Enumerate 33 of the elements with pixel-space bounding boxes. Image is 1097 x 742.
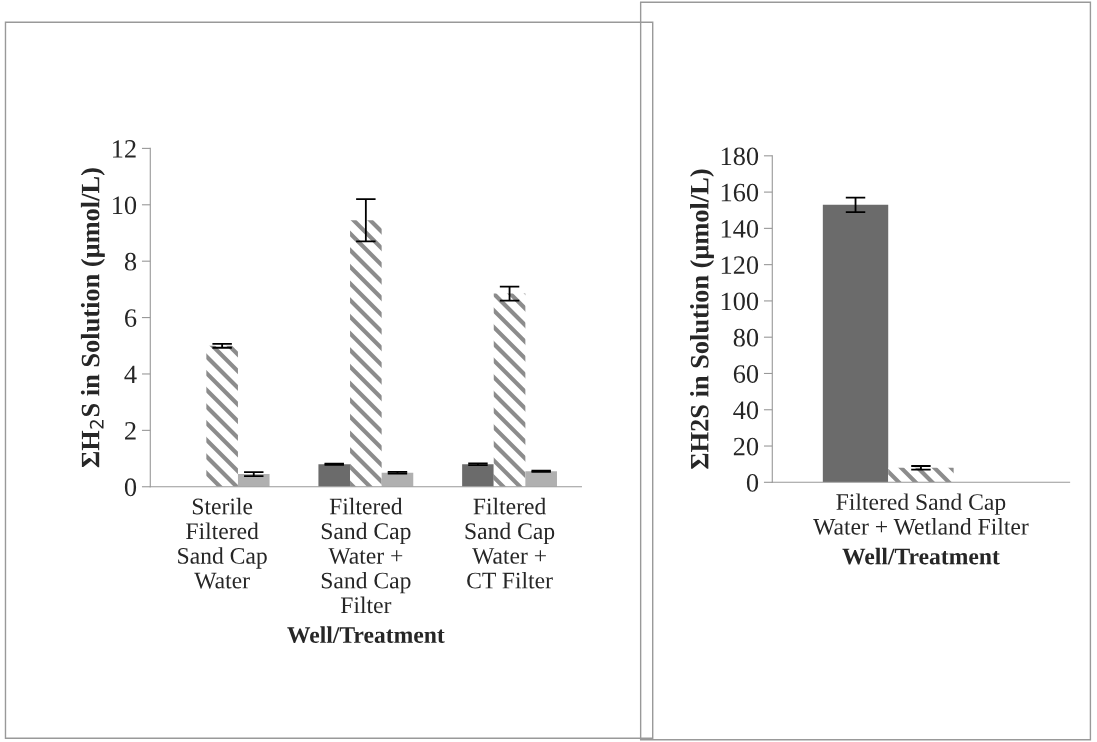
y-tick-label: 8 xyxy=(124,252,137,271)
y-tick-label: 0 xyxy=(746,473,759,492)
y-tick-label: 4 xyxy=(124,365,137,384)
bar xyxy=(237,474,270,487)
y-tick-label: 12 xyxy=(113,140,136,158)
y-tick-label: 120 xyxy=(721,256,759,275)
y-tick-label: 180 xyxy=(721,147,759,166)
y-tick-label: 160 xyxy=(721,183,759,202)
y-axis-title: ΣH$_{2}$S in Solution (μmol/L) xyxy=(80,168,105,468)
y-tick-label: 40 xyxy=(733,401,759,420)
bar xyxy=(206,345,238,487)
x-tick-label: Filtered Sand Cap Water + Sand Cap Filter xyxy=(321,497,411,614)
bar xyxy=(525,471,557,487)
bar xyxy=(462,464,494,487)
y-tick-label: 100 xyxy=(721,292,759,311)
bar xyxy=(318,464,351,487)
y-tick-label: 140 xyxy=(721,219,759,238)
y-tick-label: 80 xyxy=(733,328,759,347)
y-tick-label: 0 xyxy=(124,478,137,497)
x-tick-label: Filtered Sand Cap Water + Wetland Filter xyxy=(813,493,1029,535)
y-tick-label: 60 xyxy=(733,365,759,383)
y-tick-label: 6 xyxy=(125,309,137,327)
y-tick-label: 10 xyxy=(113,196,137,215)
bar xyxy=(350,220,382,487)
y-tick-label: 20 xyxy=(733,437,759,456)
y-tick-label: 2 xyxy=(125,422,136,440)
bar xyxy=(493,293,526,487)
x-tick-label: Sterile Filtered Sand Cap Water xyxy=(178,497,267,589)
x-axis-title: Well/Treatment xyxy=(842,547,1000,565)
x-axis-title: Well/Treatment xyxy=(287,626,445,644)
bar xyxy=(381,472,414,487)
x-tick-label: Filtered Sand Cap Water + CT Filter xyxy=(465,497,555,589)
y-axis-title: ΣH2S in Solution (μmol/L) xyxy=(690,169,714,469)
